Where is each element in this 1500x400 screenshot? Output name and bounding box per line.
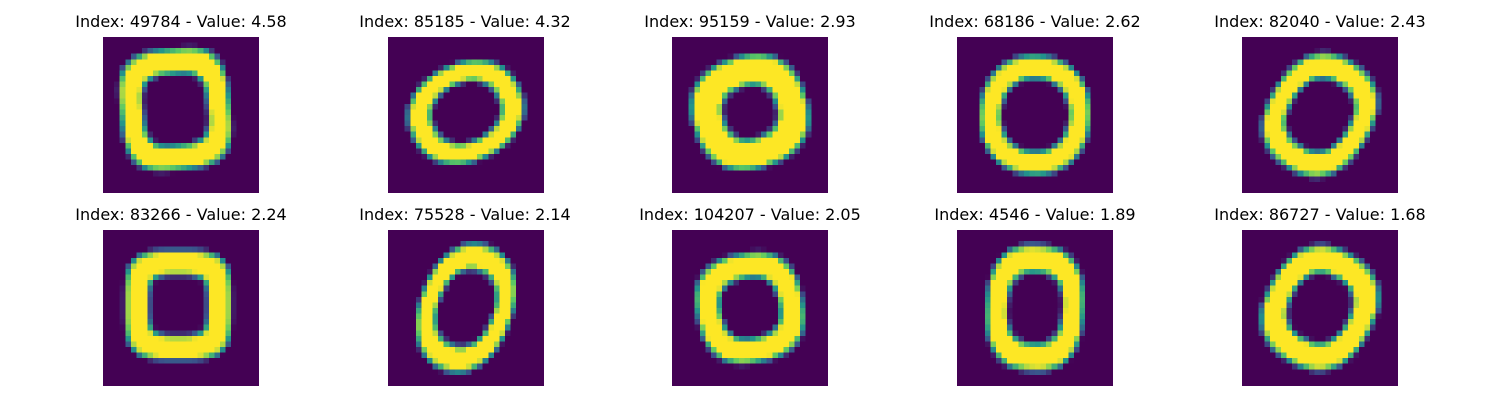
digit-image xyxy=(103,230,259,386)
digit-image xyxy=(1242,230,1398,386)
digit-image xyxy=(672,37,828,193)
digit-image xyxy=(103,37,259,193)
digit-image xyxy=(388,37,544,193)
panel-title: Index: 85185 - Value: 4.32 xyxy=(359,12,571,31)
panel-title: Index: 86727 - Value: 1.68 xyxy=(1214,205,1426,224)
digit-image xyxy=(388,230,544,386)
panel-title: Index: 83266 - Value: 2.24 xyxy=(75,205,287,224)
panel-title: Index: 82040 - Value: 2.43 xyxy=(1214,12,1426,31)
digit-image xyxy=(957,37,1113,193)
panel-title: Index: 68186 - Value: 2.62 xyxy=(929,12,1141,31)
panel-title: Index: 4546 - Value: 1.89 xyxy=(934,205,1136,224)
digit-image xyxy=(1242,37,1398,193)
panel-title: Index: 49784 - Value: 4.58 xyxy=(75,12,287,31)
panel-title: Index: 104207 - Value: 2.05 xyxy=(639,205,861,224)
panel-title: Index: 95159 - Value: 2.93 xyxy=(644,12,856,31)
panel-title: Index: 75528 - Value: 2.14 xyxy=(359,205,571,224)
digit-image xyxy=(672,230,828,386)
digit-image xyxy=(957,230,1113,386)
